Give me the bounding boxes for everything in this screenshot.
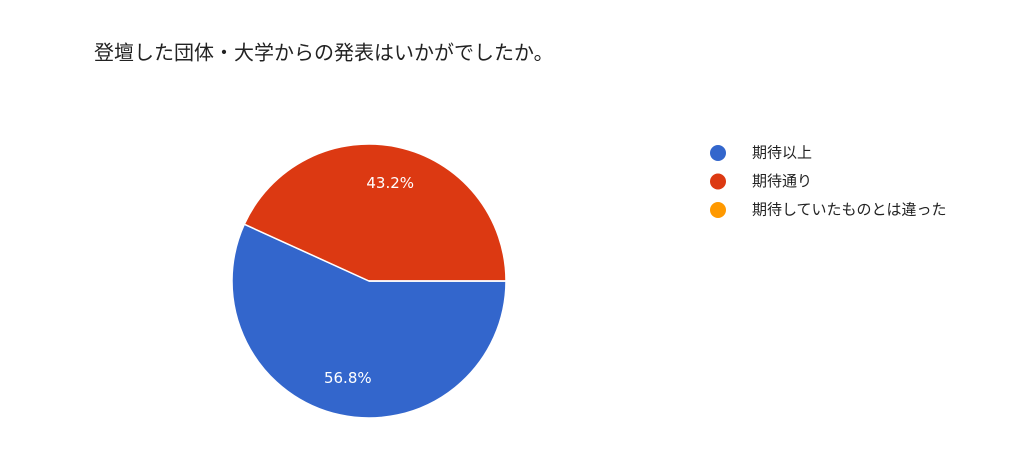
legend-marker <box>710 145 726 161</box>
legend-marker <box>710 202 726 218</box>
slice-label: 56.8% <box>324 369 372 387</box>
legend-marker <box>710 173 726 190</box>
pie-slice <box>243 143 507 282</box>
legend-label: 期待通り <box>752 172 812 190</box>
pie-slice <box>231 223 507 419</box>
legend-label: 期待以上 <box>752 144 812 162</box>
slice-label: 43.2% <box>366 174 414 192</box>
legend-label: 期待していたものとは違った <box>752 201 947 219</box>
chart-title: 登壇した団体・大学からの発表はいかがでしたか。 <box>94 41 554 65</box>
